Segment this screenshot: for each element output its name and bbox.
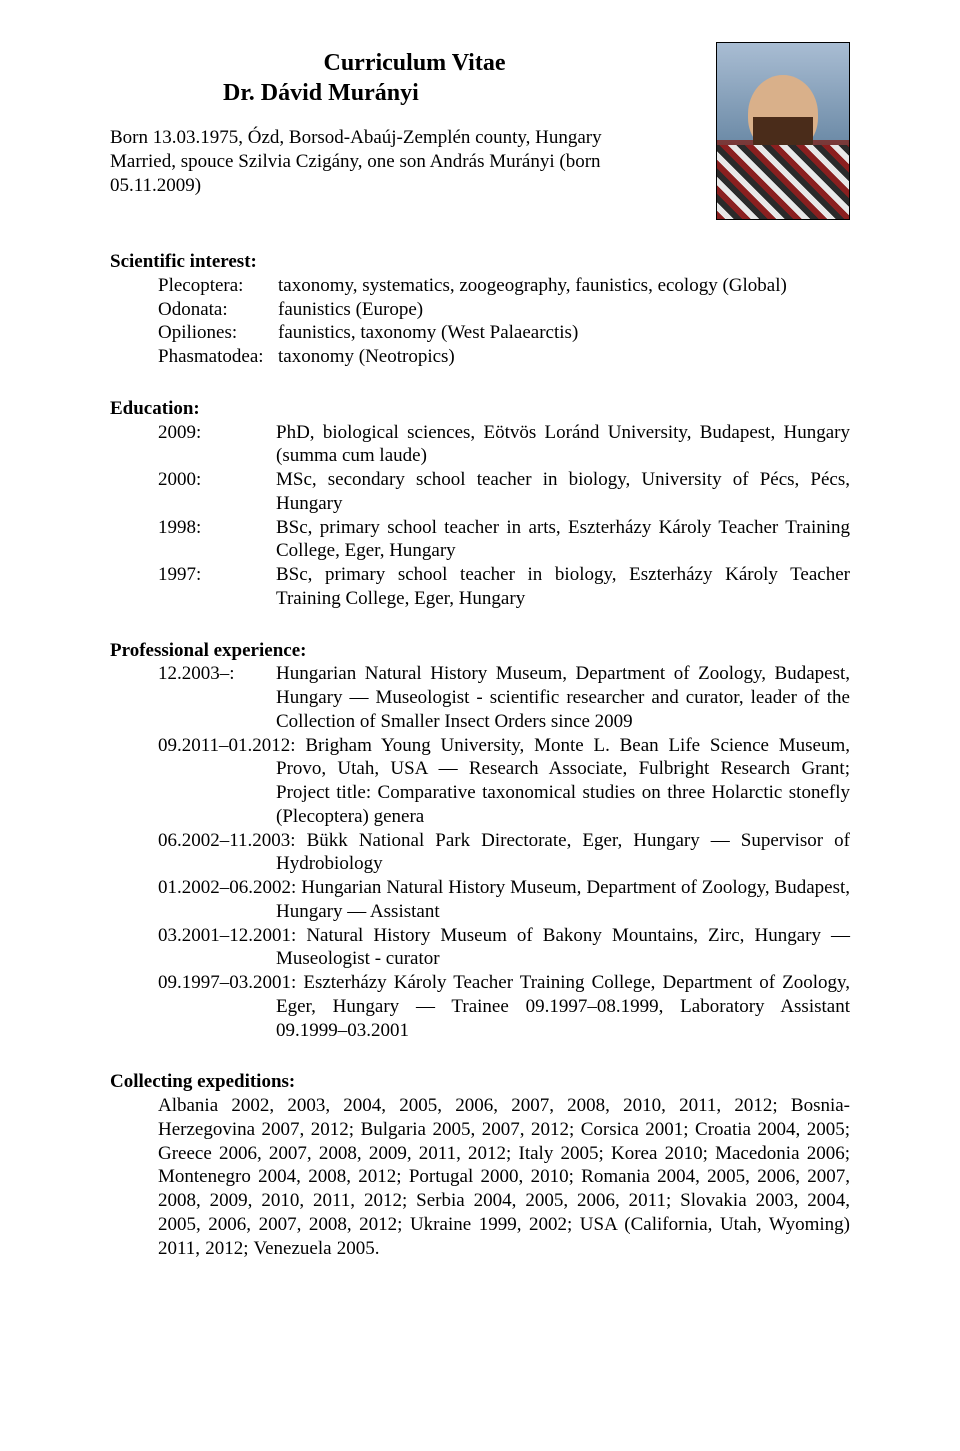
portrait-photo	[716, 42, 850, 220]
education-item: 2009:PhD, biological sciences, Eötvös Lo…	[158, 421, 850, 469]
scientific-interest-item: Phasmatodea:taxonomy (Neotropics)	[158, 345, 850, 369]
education-year: 1997:	[158, 563, 276, 611]
expeditions-heading: Collecting expeditions:	[110, 1070, 850, 1094]
experience-desc: Natural History Museum of Bakony Mountai…	[276, 925, 850, 970]
education-desc: BSc, primary school teacher in arts, Esz…	[276, 516, 850, 564]
education-desc: MSc, secondary school teacher in biology…	[276, 468, 850, 516]
scientific-interest-heading: Scientific interest:	[110, 250, 850, 274]
scientific-interest-item: Opiliones:faunistics, taxonomy (West Pal…	[158, 321, 850, 345]
education-desc: PhD, biological sciences, Eötvös Loránd …	[276, 421, 850, 469]
experience-desc: Hungarian Natural History Museum, Depart…	[276, 877, 850, 922]
education-item: 1997:BSc, primary school teacher in biol…	[158, 563, 850, 611]
experience-item: 09.1997–03.2001: Eszterházy Károly Teach…	[158, 971, 850, 1042]
experience-desc: Bükk National Park Directorate, Eger, Hu…	[276, 830, 850, 875]
experience-period: 01.2002–06.2002:	[158, 877, 301, 898]
born-line: Born 13.03.1975, Ózd, Borsod-Abaúj-Zempl…	[110, 126, 696, 150]
interest-desc: taxonomy, systematics, zoogeography, fau…	[278, 274, 787, 298]
education-year: 1998:	[158, 516, 276, 564]
scientific-interest-item: Odonata:faunistics (Europe)	[158, 298, 850, 322]
education-year: 2000:	[158, 468, 276, 516]
scientific-interest-list: Plecoptera:taxonomy, systematics, zoogeo…	[158, 274, 850, 369]
experience-item: 09.2011–01.2012: Brigham Young Universit…	[158, 734, 850, 829]
education-item: 1998:BSc, primary school teacher in arts…	[158, 516, 850, 564]
experience-period: 09.1997–03.2001:	[158, 972, 303, 993]
interest-desc: faunistics, taxonomy (West Palaearctis)	[278, 321, 578, 345]
experience-desc: Brigham Young University, Monte L. Bean …	[276, 735, 850, 827]
header-row: Curriculum Vitae Dr. Dávid Murányi Born …	[110, 48, 850, 220]
interest-category: Opiliones:	[158, 321, 278, 345]
interest-desc: faunistics (Europe)	[278, 298, 423, 322]
experience-desc: Hungarian Natural History Museum, Depart…	[276, 662, 850, 733]
experience-period: 03.2001–12.2001:	[158, 925, 306, 946]
married-line: Married, spouce Szilvia Czigány, one son…	[110, 150, 696, 198]
cv-name: Dr. Dávid Murányi	[223, 78, 696, 108]
experience-period: 12.2003–:	[158, 662, 276, 733]
education-desc: BSc, primary school teacher in biology, …	[276, 563, 850, 611]
experience-heading: Professional experience:	[110, 639, 850, 663]
expeditions-text: Albania 2002, 2003, 2004, 2005, 2006, 20…	[158, 1094, 850, 1260]
experience-item: 12.2003–:Hungarian Natural History Museu…	[158, 662, 850, 733]
experience-item: 06.2002–11.2003: Bükk National Park Dire…	[158, 829, 850, 877]
interest-desc: taxonomy (Neotropics)	[278, 345, 455, 369]
experience-desc: Eszterházy Károly Teacher Training Colle…	[276, 972, 850, 1041]
cv-title: Curriculum Vitae	[133, 48, 696, 78]
header-text: Curriculum Vitae Dr. Dávid Murányi Born …	[110, 48, 716, 197]
experience-item: 03.2001–12.2001: Natural History Museum …	[158, 924, 850, 972]
interest-category: Plecoptera:	[158, 274, 278, 298]
education-heading: Education:	[110, 397, 850, 421]
scientific-interest-item: Plecoptera:taxonomy, systematics, zoogeo…	[158, 274, 850, 298]
experience-list: 12.2003–:Hungarian Natural History Museu…	[110, 662, 850, 1042]
experience-period: 09.2011–01.2012:	[158, 735, 305, 756]
interest-category: Odonata:	[158, 298, 278, 322]
education-list: 2009:PhD, biological sciences, Eötvös Lo…	[110, 421, 850, 611]
experience-period: 06.2002–11.2003:	[158, 830, 307, 851]
cv-page: Curriculum Vitae Dr. Dávid Murányi Born …	[0, 0, 960, 1451]
education-year: 2009:	[158, 421, 276, 469]
education-item: 2000:MSc, secondary school teacher in bi…	[158, 468, 850, 516]
experience-item: 01.2002–06.2002: Hungarian Natural Histo…	[158, 876, 850, 924]
interest-category: Phasmatodea:	[158, 345, 278, 369]
